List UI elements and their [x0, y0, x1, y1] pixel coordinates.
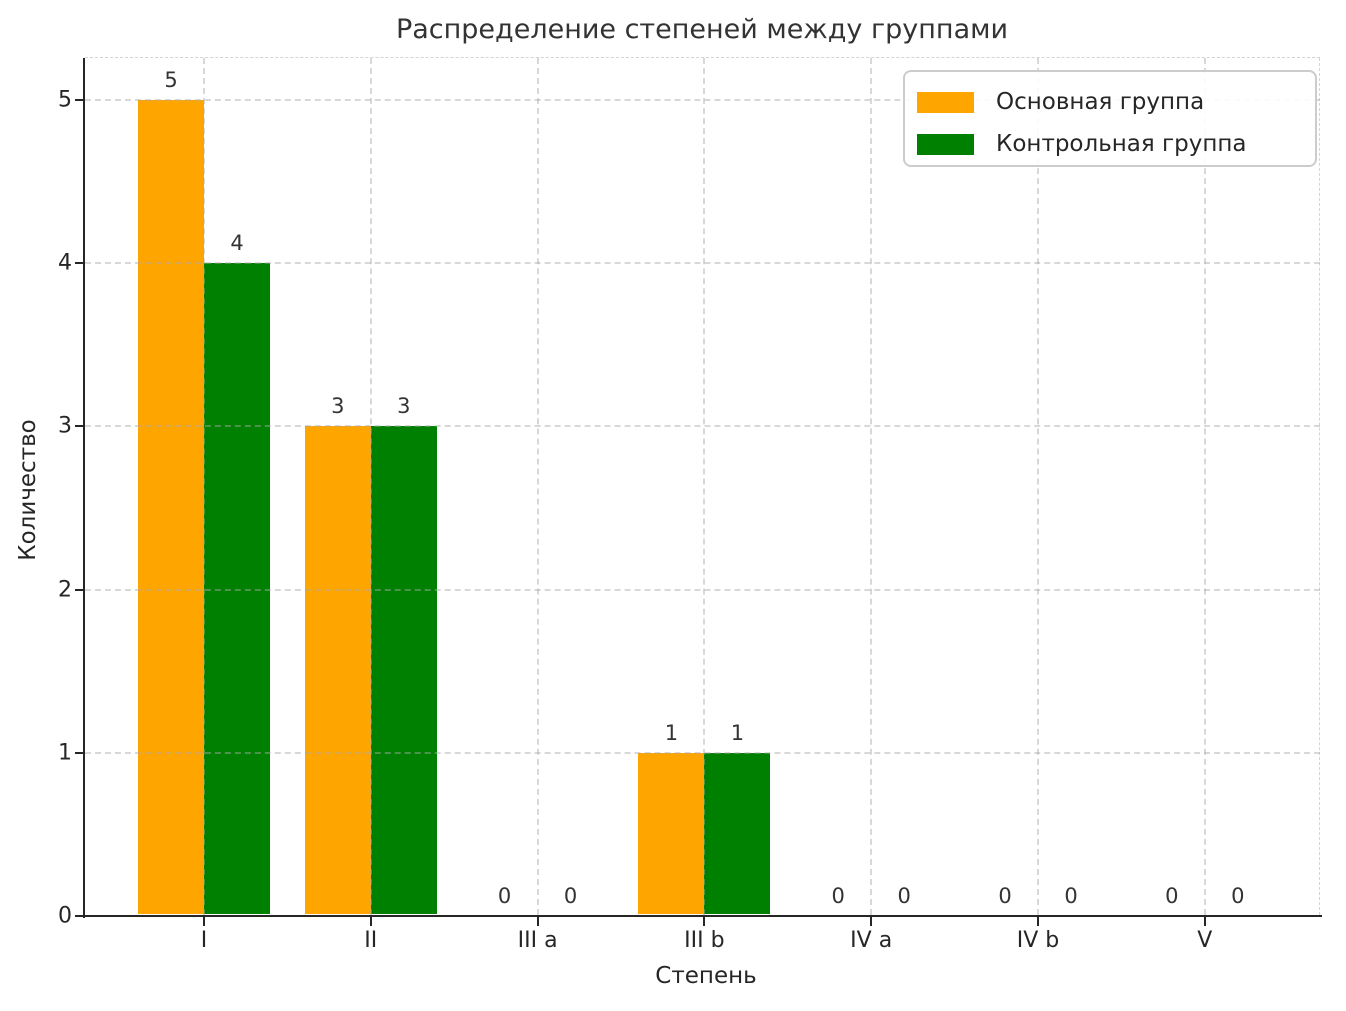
y-axis-tick — [75, 915, 84, 917]
x-tick-label: III a — [517, 928, 558, 953]
legend-item-control-group: Контрольная группа — [917, 125, 1301, 163]
gridline-vertical — [1203, 58, 1206, 915]
y-tick-label: 5 — [58, 87, 72, 113]
legend-swatch-control-group — [917, 133, 974, 155]
x-axis-tick — [1203, 917, 1206, 926]
legend-label-control-group: Контрольная группа — [996, 131, 1247, 157]
legend: Основная группа Контрольная группа — [903, 70, 1317, 167]
gridline-horizontal — [85, 425, 1320, 428]
x-axis-tick — [203, 917, 205, 926]
y-axis-tick — [75, 99, 84, 101]
x-axis-tick — [870, 917, 873, 926]
y-tick-label: 1 — [58, 740, 72, 766]
y-axis-title: Количество — [15, 419, 41, 561]
bar-value-label: 0 — [831, 884, 845, 908]
x-axis-spine — [83, 915, 1322, 917]
gridline-horizontal — [85, 99, 1320, 101]
y-axis-tick — [75, 425, 84, 428]
y-axis-tick — [75, 262, 84, 265]
x-axis-tick — [369, 917, 372, 926]
bar-control-group — [704, 753, 771, 914]
bar-value-label: 0 — [1231, 884, 1245, 908]
y-tick-label: 0 — [58, 903, 72, 929]
y-axis-spine — [83, 58, 85, 918]
bar-value-label: 0 — [1165, 884, 1179, 908]
x-tick-label: IV a — [850, 928, 893, 953]
gridline-vertical — [369, 58, 372, 915]
plot-right-edge — [1319, 58, 1320, 915]
bar-value-label: 0 — [897, 884, 911, 908]
x-axis-tick — [1037, 917, 1039, 926]
bar-value-label: 0 — [1064, 884, 1078, 908]
gridline-vertical — [203, 58, 205, 915]
x-axis-tick — [536, 917, 539, 926]
x-tick-label: III b — [684, 928, 725, 953]
y-tick-label: 3 — [58, 413, 72, 439]
gridline-vertical — [703, 58, 706, 915]
gridline-vertical — [870, 58, 873, 915]
x-axis-title: Степень — [655, 963, 757, 989]
x-tick-label: IV b — [1016, 928, 1060, 953]
x-axis-tick — [703, 917, 706, 926]
legend-item-main-group: Основная группа — [917, 83, 1301, 121]
bar-value-label: 3 — [331, 394, 345, 418]
gridline-vertical — [1037, 58, 1039, 915]
gridline-horizontal — [85, 588, 1320, 591]
y-axis-tick — [75, 751, 84, 754]
bar-main-group — [138, 100, 204, 914]
bar-control-group — [370, 426, 437, 914]
chart-title: Распределение степеней между группами — [395, 14, 1009, 45]
bar-control-group — [204, 263, 270, 914]
legend-swatch-main-group — [917, 91, 974, 113]
bar-value-label: 1 — [730, 721, 745, 745]
gridline-vertical — [536, 58, 539, 915]
bar-main-group — [638, 753, 705, 914]
x-tick-label: I — [200, 928, 208, 953]
plot-top-edge — [85, 57, 1320, 58]
y-tick-label: 2 — [58, 577, 72, 603]
bar-value-label: 1 — [664, 721, 679, 745]
bar-value-label: 0 — [563, 884, 578, 908]
bar-value-label: 0 — [998, 884, 1012, 908]
x-tick-label: II — [364, 928, 378, 953]
bar-value-label: 5 — [164, 68, 178, 92]
y-tick-label: 4 — [58, 250, 72, 276]
bar-main-group — [304, 426, 371, 914]
y-axis-tick — [75, 588, 84, 591]
bar-value-label: 3 — [397, 394, 411, 418]
bar-value-label: 4 — [230, 231, 244, 255]
legend-label-main-group: Основная группа — [996, 89, 1205, 115]
gridline-horizontal — [85, 751, 1320, 754]
gridline-horizontal — [85, 262, 1320, 265]
x-tick-label: V — [1197, 928, 1213, 953]
bar-value-label: 0 — [497, 884, 512, 908]
